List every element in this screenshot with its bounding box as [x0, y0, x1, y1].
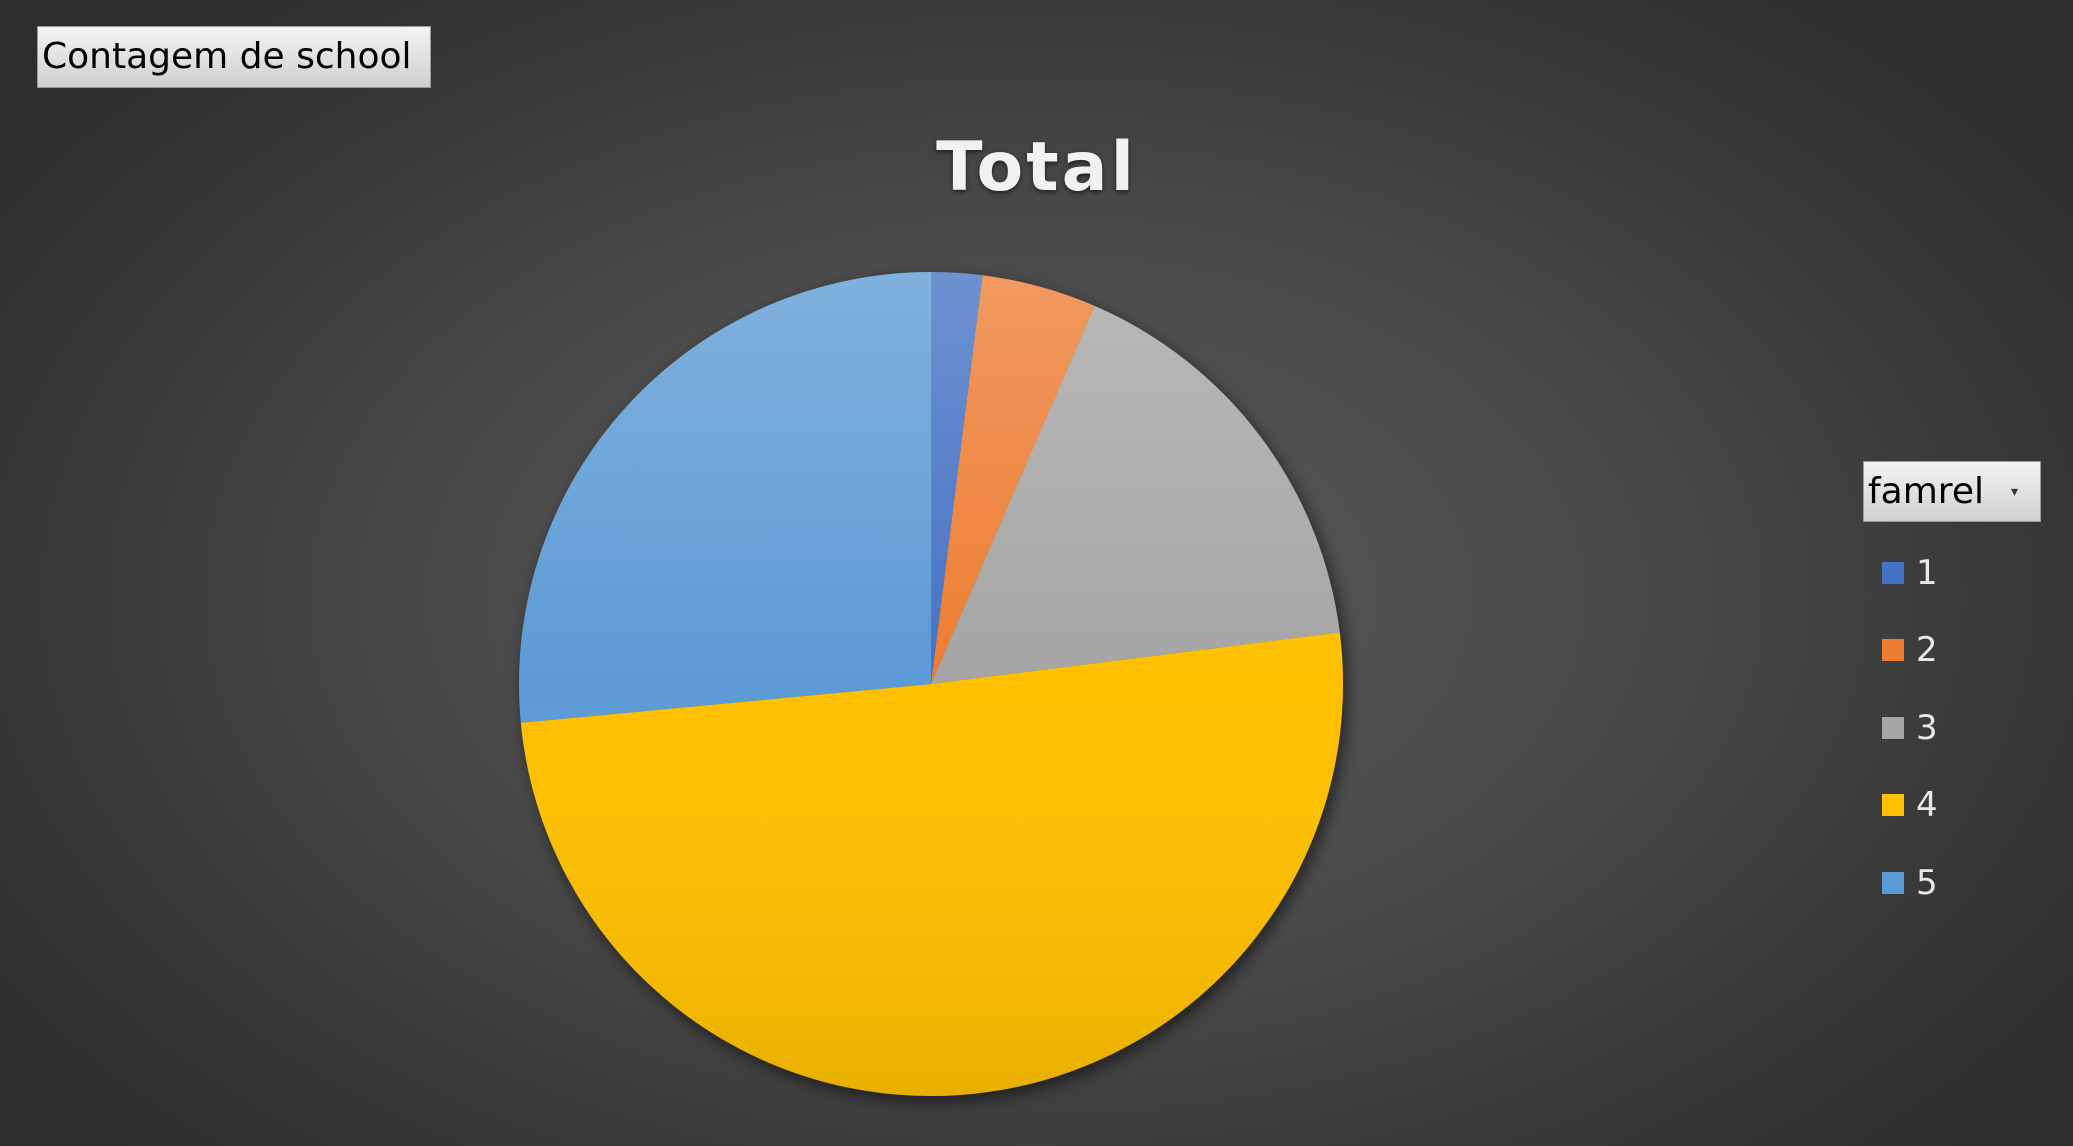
legend-item-3[interactable]: 3 — [1863, 689, 2041, 767]
chart-title: Total — [936, 128, 1137, 207]
legend-swatch — [1882, 871, 1904, 894]
legend-swatch — [1882, 794, 1904, 817]
legend-item-2[interactable]: 2 — [1863, 612, 2041, 690]
legend-label: 5 — [1916, 862, 1938, 903]
legend-swatch — [1882, 639, 1904, 662]
legend-list: 1 2 3 4 5 — [1863, 534, 2041, 922]
legend-swatch — [1882, 561, 1904, 584]
legend-item-5[interactable]: 5 — [1863, 844, 2041, 922]
legend-label: 2 — [1916, 630, 1938, 671]
legend-field-label: famrel — [1868, 471, 1984, 512]
legend: famrel ▾ 1 2 3 4 5 — [1863, 461, 2041, 922]
legend-field-button[interactable]: famrel ▾ — [1863, 461, 2041, 522]
legend-label: 3 — [1916, 707, 1938, 748]
legend-swatch — [1882, 716, 1904, 739]
legend-label: 1 — [1916, 552, 1938, 593]
legend-label: 4 — [1916, 785, 1938, 826]
legend-item-4[interactable]: 4 — [1863, 767, 2041, 845]
pie-slice-5[interactable] — [519, 272, 931, 723]
dropdown-arrow-icon[interactable]: ▾ — [2010, 484, 2018, 500]
value-field-button[interactable]: Contagem de school — [37, 26, 431, 88]
legend-item-1[interactable]: 1 — [1863, 534, 2041, 612]
